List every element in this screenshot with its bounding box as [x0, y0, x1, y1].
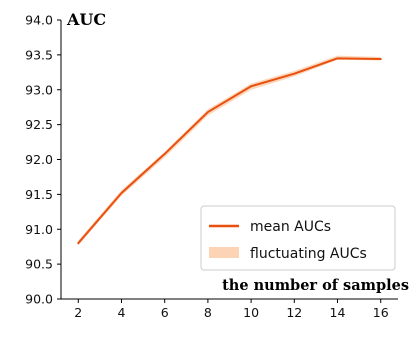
mean-auc-point	[164, 153, 166, 155]
mean-auc-point	[337, 57, 339, 59]
legend-label-fluctuating: fluctuating AUCs	[250, 246, 367, 262]
legend-label-mean: mean AUCs	[250, 219, 331, 235]
y-tick-label: 94.0	[25, 13, 53, 28]
x-tick-label: 14	[330, 305, 346, 320]
x-tick-label: 8	[204, 305, 212, 320]
x-tick-label: 12	[286, 305, 302, 320]
x-axis-ticks: 2 4 6 8 10 12 14 16	[74, 299, 389, 320]
y-tick-label: 93.0	[25, 82, 53, 97]
y-axis-ticks: 90.0 90.5 91.0 91.5 92.0 92.5 93.0 93.5 94.0	[25, 13, 61, 307]
mean-auc-point	[77, 242, 79, 244]
y-axis-title: AUC	[66, 10, 106, 29]
x-tick-label: 2	[74, 305, 82, 320]
y-tick-label: 91.5	[25, 187, 53, 202]
y-tick-label: 93.5	[25, 47, 53, 62]
x-axis-title: the number of samples	[222, 277, 409, 294]
legend-swatch-fluctuating	[209, 247, 239, 258]
mean-auc-line	[77, 57, 382, 245]
x-tick-label: 10	[243, 305, 259, 320]
y-tick-label: 90.5	[25, 257, 53, 272]
mean-auc-point	[120, 192, 122, 194]
y-tick-label: 91.0	[25, 222, 53, 237]
x-tick-label: 6	[161, 305, 169, 320]
x-tick-label: 16	[373, 305, 389, 320]
mean-auc-point	[250, 85, 252, 87]
y-tick-label: 92.5	[25, 117, 53, 132]
legend-frame	[200, 205, 396, 271]
x-tick-label: 4	[118, 305, 126, 320]
mean-auc-point	[293, 73, 295, 75]
mean-auc-point	[207, 111, 209, 113]
legend: mean AUCs fluctuating AUCs	[200, 205, 396, 271]
y-tick-label: 90.0	[25, 292, 53, 307]
mean-auc-point	[380, 58, 382, 60]
plot-area	[77, 55, 382, 246]
y-tick-label: 92.0	[25, 152, 53, 167]
